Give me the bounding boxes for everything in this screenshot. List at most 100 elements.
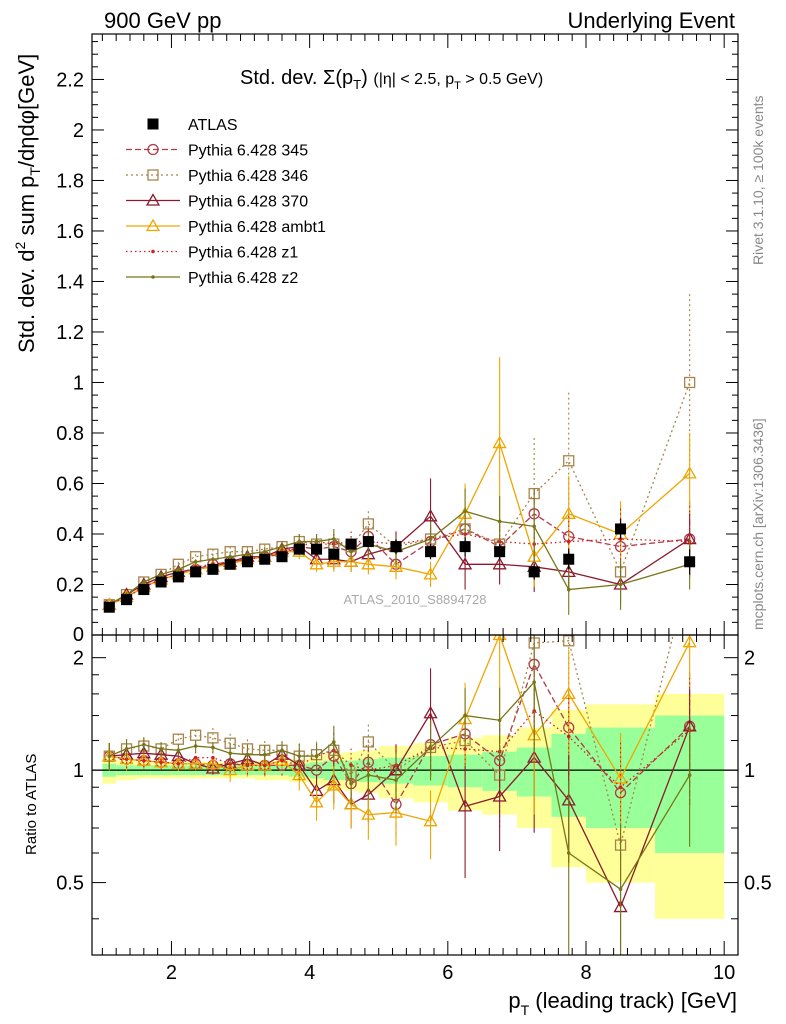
ratio-point-z2 bbox=[159, 747, 163, 751]
title-cuts-end: > 0.5 GeV) bbox=[461, 71, 543, 88]
point-ATLAS bbox=[190, 566, 202, 578]
series-line-p346 bbox=[108, 382, 691, 606]
point-ATLAS bbox=[362, 536, 374, 548]
ratio-point-p370 bbox=[457, 799, 473, 812]
ratio-point-p346 bbox=[563, 635, 575, 647]
ratio-point-z1 bbox=[618, 785, 623, 790]
ratio-point-z2 bbox=[280, 748, 284, 753]
ratio-point-ambt1 bbox=[326, 778, 341, 791]
plot-title: Std. dev. Σ(pT) (|η| < 2.5, pT > 0.5 GeV… bbox=[240, 67, 543, 92]
ratio-point-z1 bbox=[463, 747, 467, 751]
ratio-line-p346 bbox=[109, 635, 674, 846]
legend-entry-ambt1: Pythia 6.428 ambt1 bbox=[126, 218, 326, 236]
top-ylabel: Std. dev. d2 sum pT/dηdφ[GeV] bbox=[12, 54, 43, 353]
top-ytick-label: 1.6 bbox=[56, 221, 84, 243]
ratio-point-z2 bbox=[687, 773, 692, 777]
ratio-point-z2 bbox=[124, 747, 129, 751]
legend-marker-ATLAS bbox=[147, 118, 159, 130]
legend-marker-p345 bbox=[147, 143, 159, 156]
point-z2 bbox=[245, 552, 250, 556]
point-ATLAS bbox=[528, 566, 540, 578]
ratio-point-z1 bbox=[142, 758, 146, 763]
point-ATLAS bbox=[390, 541, 402, 553]
point-ATLAS bbox=[207, 563, 219, 575]
point-ambt1 bbox=[561, 506, 576, 519]
point-ATLAS bbox=[121, 594, 133, 606]
ratio-point-p370 bbox=[423, 705, 438, 719]
point-z2 bbox=[193, 559, 198, 564]
point-ambt1 bbox=[492, 435, 507, 449]
legend-label-p370: Pythia 6.428 370 bbox=[188, 194, 308, 211]
point-ATLAS bbox=[259, 553, 271, 565]
uncertainty-bands bbox=[92, 693, 738, 919]
ratio-point-z1 bbox=[211, 755, 215, 760]
point-ATLAS bbox=[328, 548, 340, 560]
header-right-label: Underlying Event bbox=[567, 8, 735, 33]
ratio-series-z2 bbox=[107, 635, 692, 955]
ratio-point-ambt1 bbox=[188, 756, 203, 769]
xtick-label: 8 bbox=[580, 962, 591, 984]
top-ytick-label-zero: 0 bbox=[73, 624, 84, 646]
ratio-point-ambt1 bbox=[223, 762, 238, 776]
point-z2 bbox=[297, 539, 302, 544]
ratio-point-z1 bbox=[159, 760, 163, 765]
ratio-point-z2 bbox=[297, 754, 302, 758]
ratio-ytick-label: 0.5 bbox=[56, 873, 84, 895]
header-left-label: 900 GeV pp bbox=[104, 8, 221, 33]
point-ATLAS bbox=[345, 538, 357, 550]
title-cuts-sub: T bbox=[454, 80, 461, 92]
point-p346 bbox=[362, 518, 375, 530]
title-close: ) bbox=[361, 67, 368, 89]
ratio-point-z2 bbox=[428, 745, 433, 750]
top-series-layer bbox=[102, 294, 697, 615]
rivet-version-label: Rivet 3.1.10, ≥ 100k events bbox=[750, 95, 766, 265]
ratio-panel-frame bbox=[91, 634, 739, 956]
point-z2 bbox=[463, 509, 467, 514]
point-ATLAS bbox=[138, 584, 150, 596]
ratio-point-z1 bbox=[193, 755, 198, 760]
ratio-ylabel: Ratio to ATLAS bbox=[23, 754, 40, 855]
legend-marker-ambt1 bbox=[145, 218, 161, 232]
series-ATLAS bbox=[103, 518, 696, 613]
legend-marker-z1 bbox=[151, 249, 155, 254]
ratio-series-layer bbox=[102, 635, 697, 955]
top-ytick-label: 1.2 bbox=[56, 322, 84, 344]
point-ambt1 bbox=[343, 554, 359, 567]
ratio-point-z1 bbox=[262, 763, 267, 768]
legend-marker-p370 bbox=[145, 193, 161, 206]
series-line-z2 bbox=[108, 510, 690, 606]
ratio-line-z2 bbox=[109, 680, 691, 891]
ratio-point-z2 bbox=[228, 751, 232, 756]
series-z2 bbox=[107, 488, 692, 615]
ratio-point-z2 bbox=[349, 781, 353, 786]
point-ambt1 bbox=[326, 554, 341, 567]
point-ATLAS bbox=[155, 576, 167, 588]
ratio-line-z1 bbox=[109, 710, 691, 789]
point-ATLAS bbox=[615, 523, 627, 535]
ratio-point-z2 bbox=[142, 742, 146, 747]
point-ATLAS bbox=[293, 543, 305, 555]
point-z2 bbox=[566, 587, 571, 592]
ratio-point-p346 bbox=[362, 736, 375, 748]
analysis-watermark: ATLAS_2010_S8894728 bbox=[344, 592, 487, 607]
title-sigma: Σ(p bbox=[323, 67, 353, 89]
ratio-point-ambt1 bbox=[205, 756, 221, 769]
point-p346 bbox=[683, 376, 696, 389]
top-ytick-label: 2 bbox=[73, 120, 84, 142]
point-ambt1 bbox=[682, 466, 697, 479]
xlabel: pT (leading track) [GeV] bbox=[508, 988, 737, 1018]
ratio-point-ambt1 bbox=[153, 754, 169, 768]
legend-entry-p370: Pythia 6.428 370 bbox=[126, 193, 308, 211]
ratio-ytick-label: 2 bbox=[73, 648, 84, 670]
xtick-label: 2 bbox=[166, 962, 177, 984]
point-z2 bbox=[176, 567, 181, 572]
legend-entry-z1: Pythia 6.428 z1 bbox=[126, 245, 298, 262]
point-p346 bbox=[563, 455, 575, 467]
top-ytick-label: 0.8 bbox=[56, 423, 84, 445]
legend-entry-z2: Pythia 6.428 z2 bbox=[126, 270, 298, 287]
point-z2 bbox=[142, 580, 146, 584]
point-ATLAS bbox=[563, 553, 575, 565]
point-z2 bbox=[228, 554, 232, 559]
ratio-point-z1 bbox=[280, 758, 284, 763]
